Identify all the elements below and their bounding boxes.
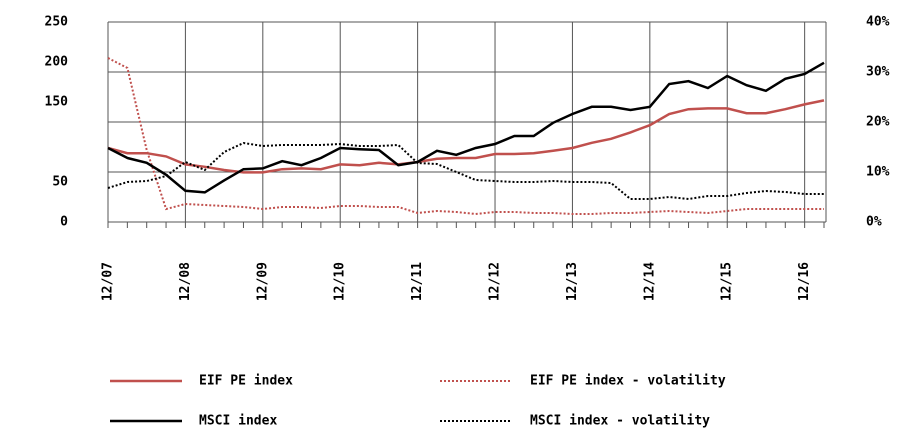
series-line — [107, 99, 825, 174]
x-tick-label: 12/10 — [333, 262, 348, 301]
y-tick-label: 50 — [52, 175, 68, 190]
series-line — [107, 57, 824, 216]
x-tick-label: 12/14 — [642, 262, 657, 301]
y2-tick-label: 30% — [866, 65, 890, 80]
legend-label: MSCI index — [199, 414, 277, 429]
y2-tick-label: 40% — [866, 15, 890, 30]
x-tick-label: 12/11 — [410, 262, 425, 301]
y2-tick-label: 20% — [866, 115, 890, 130]
y-tick-label: 0 — [60, 215, 68, 230]
x-tick-label: 12/08 — [178, 262, 193, 301]
legend-label: EIF PE index — [199, 374, 293, 389]
legend-label: MSCI index - volatility — [530, 414, 710, 429]
series-line — [107, 141, 824, 201]
x-tick-label: 12/13 — [565, 262, 580, 301]
y2-tick-label: 0% — [866, 215, 882, 230]
x-tick-label: 12/16 — [797, 262, 812, 301]
y2-tick-label: 10% — [866, 165, 890, 180]
y-tick-label: 150 — [45, 95, 69, 110]
x-tick-label: 12/15 — [720, 262, 735, 301]
y-tick-label: 250 — [45, 15, 69, 30]
x-tick-label: 12/07 — [101, 262, 116, 301]
y-tick-label: 200 — [45, 55, 69, 70]
x-tick-label: 12/09 — [255, 262, 270, 301]
legend-label: EIF PE index - volatility — [530, 374, 726, 389]
series-line — [107, 61, 825, 194]
x-tick-label: 12/12 — [488, 262, 503, 301]
